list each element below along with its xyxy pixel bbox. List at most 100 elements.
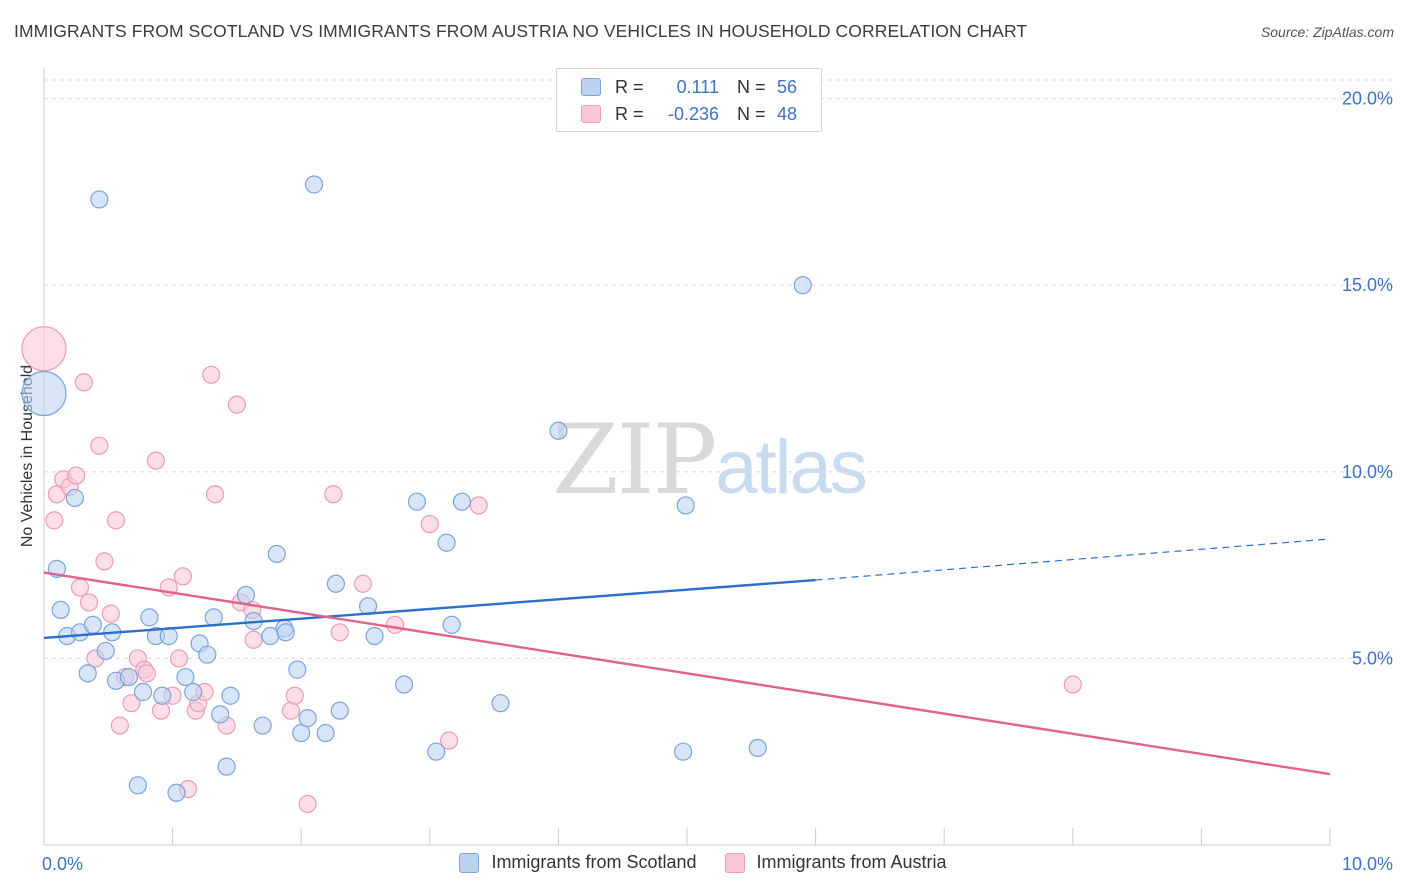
austria-point [227,395,246,414]
y-tick-label: 20.0% [1342,89,1393,109]
r-value: -0.236 [667,103,719,124]
scotland-point [211,705,230,724]
y-tick-label: 5.0% [1352,648,1393,668]
scotland-point [267,544,286,564]
austria-point [281,701,301,720]
legend-row-austria: R = -0.236 N = 48 [581,103,797,125]
austria-swatch [581,105,601,123]
scotland-point [217,757,236,776]
scotland-point [253,716,272,735]
austria-point [146,451,165,470]
austria-point [173,567,192,586]
scotland-point [549,421,568,440]
austria-point [285,686,304,705]
scotland-point [437,533,456,552]
y-tick-label: 15.0% [1342,275,1393,295]
scotland-point [427,742,446,761]
scotland-point [90,190,109,209]
scotland-point [793,276,812,295]
source-label: Source: ZipAtlas.com [1260,24,1394,40]
austria-point [1063,675,1082,694]
n-label: N = [737,103,766,124]
scotland-point [96,641,115,661]
scotland-point [119,667,138,687]
scotland-trend-line [43,578,816,640]
austria-point [106,511,126,530]
n-value: 48 [777,103,798,124]
legend-row-scotland: R = 0.111 N = 56 [581,76,797,98]
austria-point [110,716,129,735]
scotland-point [184,682,203,702]
austria-point [79,593,99,612]
scotland-point [133,682,153,702]
austria-point [95,552,114,571]
austria-point [469,496,488,515]
scotland-point [78,664,97,683]
legend-label-scotland: Immigrants from Scotland [491,852,697,872]
n-value: 56 [777,76,798,97]
scotland-point [236,585,256,605]
scotland-swatch [459,852,480,873]
scotland-point [198,645,217,664]
watermark-atlas: atlas [715,425,868,510]
x-tick-label-max: 10.0% [1342,854,1393,874]
austria-point [202,365,221,384]
austria-point [420,514,439,534]
scotland-point [221,686,240,705]
scotland-point [394,675,414,694]
r-label: R = [615,76,644,97]
n-label: N = [737,76,766,97]
scotland-point [288,660,307,679]
austria-point [439,731,459,750]
stats-legend: R = 0.111 N = 56 R = -0.236 N = 48 [556,68,822,132]
scotland-point [167,783,186,802]
scotland-point [674,742,693,761]
austria-point [45,511,64,530]
scotland-point [676,496,695,515]
austria-point [90,436,109,455]
austria-point [385,615,405,634]
austria-point [67,466,86,485]
austria-point [101,604,120,623]
scotland-swatch [581,78,601,96]
austria-point [122,694,141,713]
scotland-point [140,608,159,627]
scotland-point [326,574,346,593]
legend-item-scotland[interactable]: Immigrants from Scotland [459,852,697,873]
scotland-point [452,492,472,511]
austria-point [205,485,225,504]
austria-trend-line [43,571,1331,776]
r-value: 0.111 [676,76,719,97]
austria-point [324,485,343,504]
austria-point [74,373,93,392]
scotland-point [407,492,427,511]
scotland-point [304,175,324,194]
austria-point [353,574,373,593]
austria-swatch [724,852,745,873]
scotland-point [176,667,195,687]
austria-point [298,794,317,814]
austria-point [169,649,189,668]
austria-point [137,664,156,683]
scotland-point [316,723,335,743]
scotland-point [491,694,510,713]
scotland-point [83,615,102,634]
scotland-point [276,623,295,642]
scotland-point [330,701,349,720]
scotland-point [128,776,147,795]
scotland-point [298,709,317,728]
scotland-point [65,488,84,508]
scotland-trend-extension [815,538,1331,581]
austria-point [70,578,90,597]
austria-point [330,623,349,642]
scotland-point [442,615,461,634]
scotland-point [365,626,384,646]
scotland-point [748,738,767,758]
austria-point [244,630,263,649]
scotland-point [21,370,67,417]
y-tick-label: 10.0% [1342,462,1393,482]
legend-item-austria[interactable]: Immigrants from Austria [724,852,947,873]
r-label: R = [615,103,644,124]
austria-point [21,326,67,372]
